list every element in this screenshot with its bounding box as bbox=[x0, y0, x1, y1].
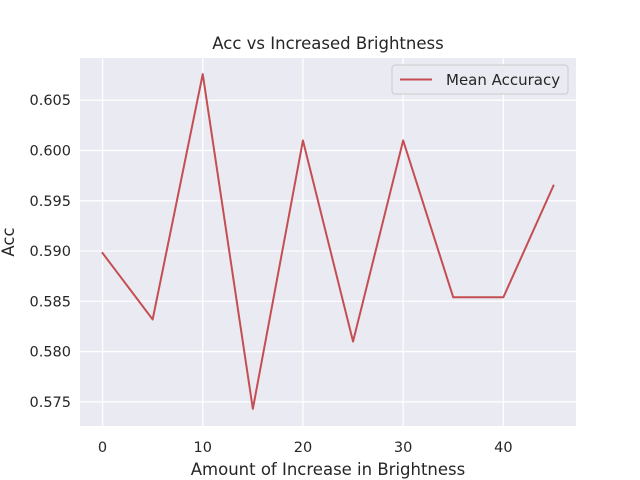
y-tick-labels: 0.575 0.580 0.585 0.590 0.595 0.600 0.605 bbox=[29, 93, 71, 411]
y-tick-label: 0.575 bbox=[29, 395, 71, 411]
x-tick-label: 20 bbox=[294, 440, 312, 456]
legend: Mean Accuracy bbox=[391, 64, 569, 95]
x-tick-label: 10 bbox=[194, 440, 212, 456]
y-tick-label: 0.585 bbox=[29, 294, 71, 310]
y-tick-label: 0.580 bbox=[29, 345, 71, 361]
series-layer bbox=[101, 73, 555, 410]
chart-title: Acc vs Increased Brightness bbox=[212, 34, 443, 53]
legend-box bbox=[391, 64, 569, 95]
vertical-gridlines bbox=[101, 58, 504, 426]
y-tick-label: 0.600 bbox=[29, 144, 71, 160]
horizontal-gridlines bbox=[80, 99, 576, 403]
y-tick-label: 0.605 bbox=[29, 93, 71, 109]
x-axis-label: Amount of Increase in Brightness bbox=[191, 460, 465, 479]
x-tick-labels: 0 10 20 30 40 bbox=[98, 440, 513, 456]
y-axis-label: Acc bbox=[0, 227, 18, 256]
y-tick-label: 0.590 bbox=[29, 244, 71, 260]
y-tick-label: 0.595 bbox=[29, 194, 71, 210]
x-tick-label: 0 bbox=[98, 440, 107, 456]
legend-label-mean-accuracy: Mean Accuracy bbox=[446, 71, 560, 89]
x-tick-label: 40 bbox=[494, 440, 512, 456]
series-line-mean-accuracy bbox=[101, 73, 555, 410]
x-tick-label: 30 bbox=[394, 440, 412, 456]
